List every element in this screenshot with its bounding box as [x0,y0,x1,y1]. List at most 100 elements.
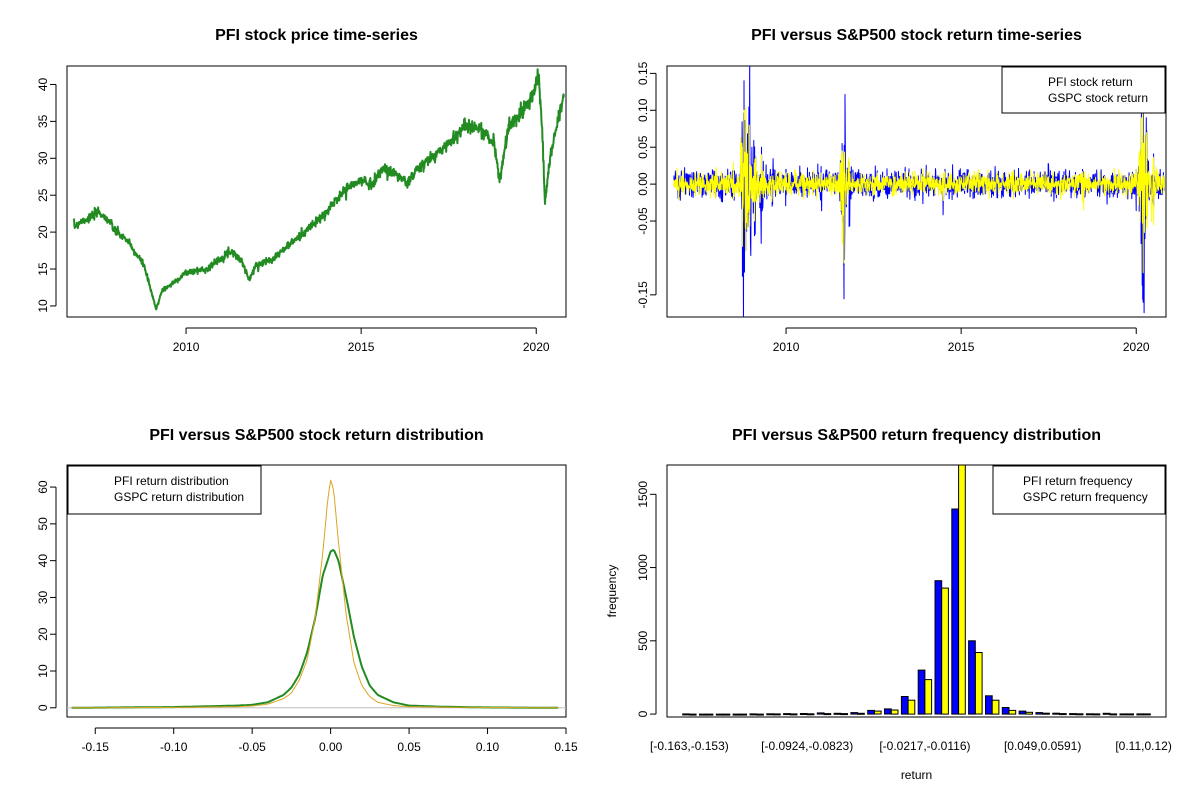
pfi-frequency-bar [749,713,758,716]
gspc-frequency-bar [924,679,933,715]
plot-frame-4 [666,464,1167,718]
x-tick-label: 2020 [523,340,550,354]
x-axis-title: return [901,768,932,782]
plot-frame-1 [66,65,567,318]
gspc-frequency-bar [873,710,882,715]
chart-title-1: PFI stock price time-series [215,27,418,44]
y-tick-label: 10 [36,299,50,313]
y-tick-label: 0 [636,710,650,717]
gspc-frequency-bar [806,713,815,716]
histogram-bars [682,465,1151,716]
y-tick-label: 40 [36,77,50,91]
y-tick-label: 60 [36,480,50,494]
legend-label: PFI stock return [1048,75,1133,89]
gspc-frequency-bar [773,713,781,716]
x-tick-label: 0.00 [319,740,343,754]
y-tick-label: 0.00 [636,172,650,196]
pfi-frequency-bar [968,640,976,715]
gspc-frequency-bar [1143,713,1151,716]
y-tick-label: 25 [36,188,50,202]
x-tick-label: 2015 [348,340,375,354]
x-tick-label: -0.05 [238,740,266,754]
legend-box [67,465,262,515]
gspc-frequency-bar [1092,713,1101,716]
pfi-frequency-bar [833,712,842,715]
pfi-frequency-bar [985,695,993,715]
gspc-frequency-bar [722,713,731,716]
y-tick-label: 15 [36,262,50,276]
y-tick-label: 0 [36,704,50,711]
y-tick-label: 30 [36,151,50,165]
gspc-frequency-bar [1126,713,1135,716]
legend-label: PFI return frequency [1023,474,1132,488]
chart-title-2: PFI versus S&P500 stock return time-seri… [751,27,1082,44]
x-tick-label: [-0.0217,-0.0116) [879,739,970,753]
gspc-frequency-bar [688,713,697,716]
x-tick-label: 0.15 [554,740,578,754]
pfi-density-series-line [71,549,559,709]
y-tick-label: 35 [36,114,50,128]
pfi-frequency-bar [917,669,926,715]
gspc-frequency-bar [890,709,899,715]
y-tick-label: 1000 [636,554,650,581]
pfi-frequency-bar [900,696,909,715]
pfi-frequency-bar [766,713,774,716]
gspc-frequency-bar [1042,712,1050,715]
pfi-frequency-bar [1018,710,1027,715]
gspc-frequency-bar [958,465,966,715]
y-tick-label: 20 [36,627,50,641]
pfi-frequency-bar [1119,713,1128,716]
y-tick-label: -0.05 [636,207,650,235]
gspc-frequency-bar [705,713,714,716]
gspc-frequency-bar [823,713,832,716]
legend-distribution: PFI return distribution GSPC return distr… [67,465,262,515]
legend-label: GSPC return frequency [1023,490,1148,504]
price-series-line [73,68,565,311]
x-tick-label: -0.15 [82,740,110,754]
pfi-frequency-bar [682,713,690,716]
gspc-frequency-bar [991,699,1000,715]
legend-returns: PFI stock return GSPC stock return [1001,66,1166,114]
x-tick-label: 0.05 [397,740,421,754]
pfi-frequency-bar [951,508,959,715]
pfi-frequency-bar [699,713,707,716]
gspc-return-series-line [673,106,1165,274]
gspc-frequency-bar [739,713,748,716]
chart-title-3: PFI versus S&P500 stock return distribut… [149,427,483,444]
pfi-frequency-bar [732,713,741,716]
gspc-frequency-bar [974,652,983,715]
pfi-frequency-bar [1001,707,1010,715]
y-tick-label: 0.15 [636,61,650,85]
gspc-frequency-bar [941,587,949,715]
pfi-frequency-bar [867,709,875,715]
pfi-frequency-bar [1136,713,1145,716]
x-tick-label: [0.049,0.0591) [1004,739,1081,753]
x-tick-label: [0.11,0.12) [1115,739,1171,753]
gspc-frequency-bar [857,712,865,715]
legend-frequency: PFI return frequency GSPC return frequenc… [992,465,1166,515]
y-tick-label: 1500 [636,481,650,508]
plot-frame-2 [666,65,1167,318]
pfi-frequency-bar [816,712,825,715]
y-tick-label: 50 [36,517,50,531]
gspc-frequency-bar [1109,713,1118,716]
pfi-frequency-bar [850,712,859,715]
legend-label: GSPC stock return [1048,91,1148,105]
y-tick-label: 10 [36,664,50,678]
y-tick-label: 20 [36,225,50,239]
y-tick-label: 0.10 [636,98,650,122]
x-tick-label: 2010 [173,340,200,354]
chart-title-4: PFI versus S&P500 return frequency distr… [732,427,1101,444]
pfi-frequency-bar [1085,713,1094,716]
pfi-frequency-bar [934,580,943,715]
x-tick-label: 2010 [773,340,800,354]
pfi-frequency-bar [1035,712,1044,715]
gspc-frequency-bar [1059,713,1067,716]
y-tick-label: 30 [36,590,50,604]
x-tick-label: -0.10 [160,740,188,754]
gspc-frequency-bar [1075,713,1084,716]
x-tick-label: [-0.163,-0.153) [650,739,729,753]
gspc-frequency-bar [789,713,798,716]
gspc-frequency-bar [1008,709,1017,715]
